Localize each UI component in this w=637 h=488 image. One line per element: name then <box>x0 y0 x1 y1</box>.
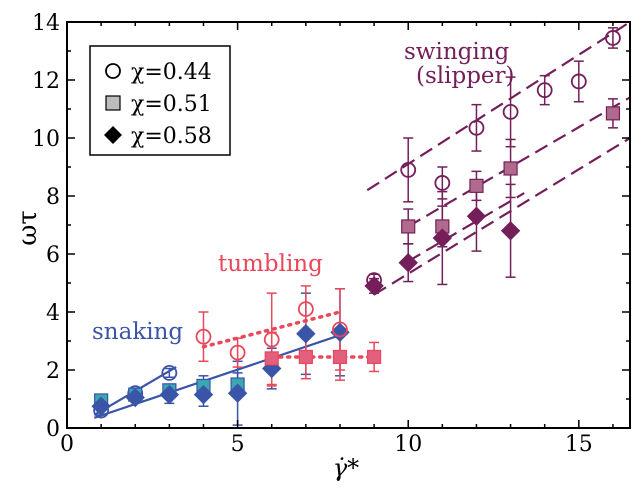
y-tick-label: 6 <box>46 243 60 268</box>
marker-circle <box>195 328 212 345</box>
marker-circle <box>263 331 280 348</box>
marker-square <box>503 161 518 176</box>
y-tick-label: 12 <box>32 69 60 94</box>
marker-circle <box>400 161 417 178</box>
marker-circle <box>502 104 519 120</box>
marker-diamond <box>466 206 487 227</box>
marker-circle <box>161 364 178 381</box>
x-tick-label: 5 <box>231 432 245 457</box>
marker-circle <box>536 82 553 99</box>
marker-diamond <box>193 384 214 405</box>
y-tick-label: 14 <box>32 11 60 36</box>
legend-label: χ=0.51 <box>131 92 212 117</box>
annotation-swinging: swinging <box>404 39 510 65</box>
legend-marker-square <box>105 95 121 111</box>
legend-label: χ=0.58 <box>131 124 212 149</box>
legend-label: χ=0.44 <box>131 60 212 85</box>
fit-line-swinging-dashed <box>373 137 631 296</box>
marker-circle <box>605 30 621 46</box>
marker-diamond <box>364 276 384 296</box>
annotation-slipper: (slipper) <box>416 63 515 89</box>
x-tick-label: 15 <box>565 432 593 457</box>
marker-square <box>264 351 279 366</box>
x-axis-label: γ̇* <box>333 454 359 482</box>
marker-square <box>605 106 621 121</box>
marker-diamond <box>330 322 350 343</box>
marker-diamond <box>398 252 418 273</box>
marker-circle <box>229 344 246 361</box>
marker-square <box>298 349 313 365</box>
marker-square <box>366 349 382 365</box>
marker-diamond <box>91 396 111 416</box>
fit-line-swinging-dashed <box>366 21 631 192</box>
marker-diamond <box>296 324 316 344</box>
marker-square <box>332 349 348 365</box>
y-axis-label: ωτ <box>13 210 43 246</box>
y-tick-label: 2 <box>46 359 60 384</box>
annotation-snaking: snaking <box>92 319 183 345</box>
axes: 0 5 10 15 0 2 4 6 8 10 12 14 <box>32 11 630 457</box>
legend-marker-circle <box>105 63 121 79</box>
marker-circle <box>468 119 485 136</box>
marker-square <box>469 178 484 193</box>
annotation-tumbling: tumbling <box>218 251 323 277</box>
y-tick-label: 10 <box>32 127 60 152</box>
data-points <box>91 30 621 419</box>
y-tick-label: 8 <box>46 185 60 210</box>
legend: χ=0.44 χ=0.51 χ=0.58 <box>89 45 231 156</box>
y-tick-label: 0 <box>46 417 60 442</box>
x-tick-label: 0 <box>60 432 74 457</box>
marker-diamond <box>432 228 453 248</box>
marker-circle <box>332 321 348 338</box>
marker-diamond <box>500 221 521 241</box>
marker-circle <box>570 73 587 90</box>
y-tick-label: 4 <box>46 301 60 326</box>
marker-diamond <box>227 383 248 403</box>
legend-marker-diamond <box>104 126 122 144</box>
marker-diamond <box>159 384 180 405</box>
marker-diamond <box>125 387 145 408</box>
marker-circle <box>297 301 314 318</box>
x-tick-label: 10 <box>394 432 422 457</box>
fit-line-snaking-solid <box>93 334 341 419</box>
fit-line-swinging-dashed <box>407 192 525 263</box>
marker-circle <box>434 175 451 191</box>
fit-line-swinging-dashed <box>407 96 631 228</box>
marker-square <box>401 219 416 234</box>
